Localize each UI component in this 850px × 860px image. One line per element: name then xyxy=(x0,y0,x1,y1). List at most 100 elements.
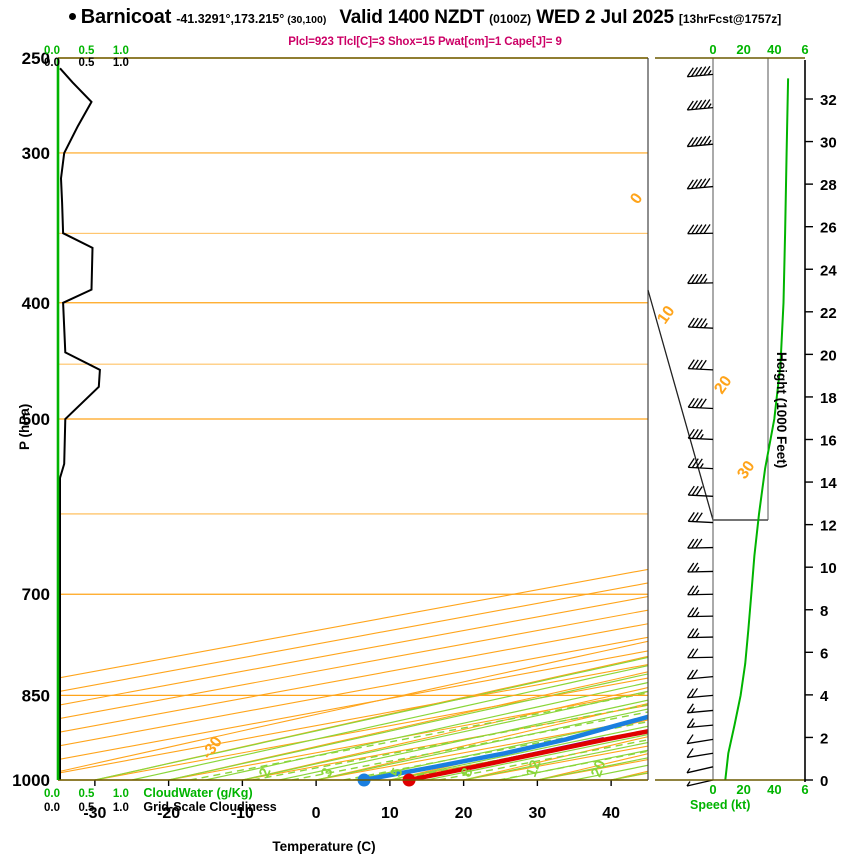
speed-tick-bottom-label: 0 xyxy=(709,782,716,797)
isotherm-line xyxy=(58,650,648,761)
isotherm-line xyxy=(685,58,850,780)
wind-barb xyxy=(687,511,714,524)
wind-barb-full xyxy=(695,318,703,328)
height-tick-label: 18 xyxy=(820,390,837,407)
wind-barb-full xyxy=(695,99,703,110)
cloudiness-tick-b2: 1.0 xyxy=(112,802,129,814)
mixing-ratio-line xyxy=(343,721,648,780)
dry-adiabat-line xyxy=(58,640,648,773)
wind-barb-full xyxy=(687,359,695,370)
cloudiness-scale-top: 0.0 0.5 1.0 xyxy=(44,53,129,71)
speed-tick-bottom-label: 6 xyxy=(801,782,808,797)
wind-barb xyxy=(686,779,714,787)
saturated-adiabat-line xyxy=(205,681,648,780)
saturated-adiabat-line xyxy=(242,690,648,780)
cloudwater-tick-0: 0.0 xyxy=(44,45,60,57)
wind-barb-half xyxy=(699,463,704,469)
wind-barb-full xyxy=(687,224,695,235)
wind-barb-full xyxy=(695,136,703,147)
height-tick-label: 16 xyxy=(820,433,837,450)
height-tick-label: 14 xyxy=(820,475,837,492)
temperature-tick-label: 0 xyxy=(312,805,321,822)
wind-barb-full xyxy=(686,718,694,728)
wind-barb xyxy=(686,669,714,680)
wind-barb-half xyxy=(707,139,712,146)
wind-barb-full xyxy=(687,538,695,549)
station-elevation: (30,100) xyxy=(287,14,327,26)
wind-barb-full xyxy=(703,135,711,146)
wind-barb-full xyxy=(695,359,703,370)
wind-barb-full xyxy=(695,429,703,439)
wind-barb-full xyxy=(703,65,711,76)
wind-barb xyxy=(686,748,714,759)
wind-barb-full xyxy=(691,359,699,370)
cloudiness-axis-label: Grid-Scale Cloudiness xyxy=(143,800,277,814)
wind-barb-full xyxy=(691,429,699,439)
wind-barb-full xyxy=(687,317,695,328)
wind-barb-full xyxy=(699,99,707,110)
height-tick-label: 6 xyxy=(820,645,828,662)
skewt-grid xyxy=(58,58,850,780)
isotherm-label-left: -30 xyxy=(199,734,226,763)
wind-barb-full xyxy=(687,562,695,573)
height-tick-label: 2 xyxy=(820,730,828,747)
wind-barb xyxy=(687,485,714,497)
wind-barb-half xyxy=(690,722,696,728)
temperature-line xyxy=(406,729,648,780)
dry-adiabat-line xyxy=(94,655,648,780)
isotherm-label-right: 30 xyxy=(734,458,758,482)
wind-barb-half xyxy=(695,632,700,638)
wind-barb xyxy=(687,538,714,549)
wind-barb-full xyxy=(687,628,695,638)
height-tick-label: 20 xyxy=(820,347,837,364)
wind-barb-half xyxy=(695,566,700,573)
speed-tick-bottom-label: 20 xyxy=(736,782,750,797)
wind-barb-full xyxy=(703,178,711,188)
wind-barb-full xyxy=(691,273,699,284)
wind-barb-full xyxy=(691,458,699,468)
wind-barb xyxy=(687,562,714,573)
cloudiness-line xyxy=(59,67,101,780)
plot-frame xyxy=(56,57,649,781)
wind-barb xyxy=(687,458,714,470)
mixing-ratio-line xyxy=(498,750,648,780)
wind-barb xyxy=(686,135,714,148)
wind-barb xyxy=(686,703,714,714)
temperature-trace xyxy=(406,729,648,780)
wind-barb-full xyxy=(686,669,694,680)
speed-axis-label: Speed (kt) xyxy=(690,798,751,812)
pressure-axis-label: P (hPa) xyxy=(17,403,32,450)
wind-barb-half xyxy=(707,69,712,76)
wind-barb-full xyxy=(695,458,703,469)
wind-barb-full xyxy=(687,511,695,522)
temperature-tick-label: -20 xyxy=(157,805,180,822)
wind-barb-full xyxy=(699,66,707,76)
saturated-adiabat-line xyxy=(315,708,648,780)
wind-barb-full xyxy=(690,67,699,77)
wind-barb-full xyxy=(695,224,703,234)
dry-adiabat-line xyxy=(832,58,850,780)
wind-barb-full xyxy=(686,137,694,147)
wind-barb-full xyxy=(695,486,703,496)
wind-barb-shaft xyxy=(687,724,714,729)
isotherm-line xyxy=(58,582,648,693)
valid-time-utc: (0100Z) xyxy=(489,12,532,26)
wind-barb-full xyxy=(691,585,699,596)
wind-barb-full xyxy=(699,178,707,189)
pressure-tick-label: 500 xyxy=(22,410,50,429)
isotherm-line xyxy=(58,609,648,720)
station-name: Barnicoat xyxy=(80,6,172,28)
wind-barb-full xyxy=(686,67,694,78)
wind-barb-full xyxy=(690,687,699,698)
wind-barbs xyxy=(686,65,714,787)
wind-barb xyxy=(686,99,714,111)
wind-barb-full xyxy=(686,688,694,699)
station-coordinates: -41.3291°,173.215° xyxy=(176,12,285,26)
dry-adiabat-line xyxy=(168,671,648,780)
wind-barb-full xyxy=(687,458,695,468)
cloudiness-tick-1: 0.5 xyxy=(78,57,95,69)
wind-barb-full xyxy=(699,398,707,409)
wind-barb-full xyxy=(691,648,699,659)
cloudwater-tick-2: 1.0 xyxy=(112,45,129,57)
